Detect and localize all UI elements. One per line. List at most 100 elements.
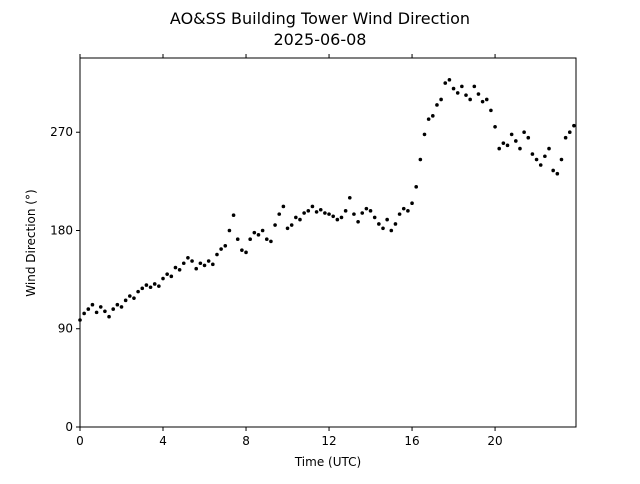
data-point [543,154,547,159]
data-point [567,130,572,135]
data-point [86,307,91,311]
data-point [480,99,485,104]
data-point [123,298,128,303]
data-point [563,135,568,140]
data-point [194,266,199,271]
data-point [231,213,236,218]
data-point [559,157,564,162]
data-point [435,103,439,107]
data-point [426,117,431,121]
data-point [422,132,427,137]
data-point [285,226,290,231]
data-point [111,307,116,311]
data-point [223,243,228,248]
data-point [331,214,335,219]
data-point [534,157,539,162]
data-point [551,168,555,173]
data-point [260,228,265,233]
data-point [401,206,406,211]
data-point [364,206,369,211]
data-point [468,97,472,102]
x-tick-label: 4 [159,434,167,448]
data-point [186,255,190,260]
data-point [501,141,506,145]
data-point [368,209,373,213]
data-point [115,302,120,307]
data-point [323,211,327,215]
data-point [493,124,497,129]
x-tick-label: 20 [487,434,502,448]
data-point [161,276,165,281]
data-point [372,215,377,220]
data-point [90,302,95,307]
data-point [264,237,269,242]
data-point [190,259,194,263]
data-point [414,185,419,189]
data-point [107,314,111,319]
x-tick-label: 16 [404,434,419,448]
data-point [443,81,448,85]
data-point [152,282,157,286]
data-point [447,78,452,82]
data-point [248,237,252,242]
x-tick-label: 0 [76,434,84,448]
data-point [165,272,169,276]
data-point [439,97,443,102]
data-point [547,146,551,151]
chart-title: AO&SS Building Tower Wind Direction [170,9,470,28]
data-point [460,84,464,89]
data-point [356,219,360,224]
data-point [314,210,319,214]
data-point [522,130,526,135]
chart-subtitle: 2025-06-08 [274,30,367,49]
data-point [211,262,215,267]
data-point [277,212,282,216]
data-point [169,274,174,279]
data-point [215,252,219,257]
data-point [464,93,468,97]
data-point [132,296,136,300]
data-point [406,209,410,213]
data-point [555,171,560,176]
data-point [136,289,140,294]
y-tick-label: 270 [50,125,73,139]
data-point [538,163,543,167]
data-point [256,233,261,237]
data-point [431,114,435,118]
data-point [235,237,240,242]
data-point [281,204,286,209]
data-point [518,146,522,151]
y-tick-label: 180 [50,223,73,237]
axes-frame [79,57,577,428]
data-point [360,211,365,215]
data-point [206,259,211,263]
data-point [505,143,510,148]
data-point [173,265,178,270]
data-point [119,305,124,309]
data-point [472,84,477,89]
data-point [157,284,161,288]
data-point [327,212,331,216]
x-tick-label: 12 [321,434,336,448]
data-point [148,285,153,290]
data-point [381,226,385,231]
data-point [298,217,302,222]
data-point [82,311,86,316]
data-point [393,222,398,226]
data-point [476,92,481,96]
data-point [489,108,493,113]
data-point [352,212,356,216]
data-point [418,157,423,162]
data-point [484,97,489,102]
data-point [526,135,531,140]
data-point [310,204,315,209]
data-point [144,283,149,287]
data-point [335,217,340,222]
data-point [198,261,203,266]
data-point [94,310,99,315]
y-tick-label: 90 [58,322,73,336]
data-point [509,132,514,137]
data-point [497,146,502,151]
data-point [339,215,344,220]
y-tick-label: 0 [65,420,73,434]
